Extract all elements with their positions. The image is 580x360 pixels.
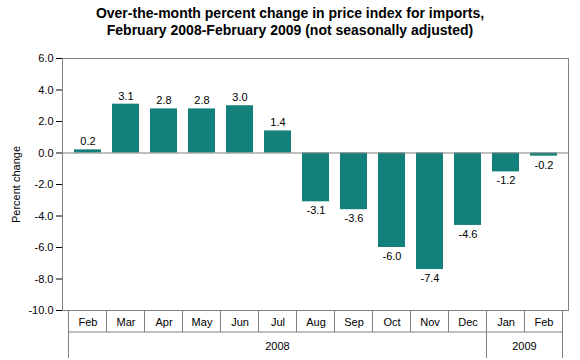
svg-text:Jun: Jun — [231, 316, 249, 328]
svg-text:Aug: Aug — [306, 316, 326, 328]
svg-text:Feb: Feb — [535, 316, 554, 328]
svg-text:-3.1: -3.1 — [307, 204, 326, 216]
svg-text:6.0: 6.0 — [38, 52, 53, 64]
svg-text:-0.2: -0.2 — [535, 159, 554, 171]
svg-text:2.8: 2.8 — [194, 94, 209, 106]
svg-text:Jan: Jan — [497, 316, 515, 328]
svg-text:-4.6: -4.6 — [459, 228, 478, 240]
svg-text:-6.0: -6.0 — [35, 241, 54, 253]
svg-text:0.0: 0.0 — [38, 147, 53, 159]
svg-text:Dec: Dec — [458, 316, 478, 328]
svg-text:1.4: 1.4 — [270, 116, 285, 128]
svg-text:May: May — [192, 316, 213, 328]
svg-text:3.1: 3.1 — [118, 90, 133, 102]
svg-text:3.0: 3.0 — [232, 91, 247, 103]
svg-text:2.0: 2.0 — [38, 115, 53, 127]
svg-text:Nov: Nov — [420, 316, 440, 328]
svg-text:Oct: Oct — [383, 316, 400, 328]
svg-text:2009: 2009 — [512, 340, 536, 352]
svg-text:2.8: 2.8 — [156, 94, 171, 106]
svg-text:-7.4: -7.4 — [421, 272, 440, 284]
svg-text:2008: 2008 — [265, 340, 289, 352]
svg-text:4.0: 4.0 — [38, 84, 53, 96]
svg-text:-4.0: -4.0 — [35, 210, 54, 222]
svg-text:-2.0: -2.0 — [35, 178, 54, 190]
svg-text:0.2: 0.2 — [80, 135, 95, 147]
svg-text:-8.0: -8.0 — [35, 273, 54, 285]
svg-text:Sep: Sep — [344, 316, 364, 328]
svg-text:-6.0: -6.0 — [383, 250, 402, 262]
svg-text:Percent change: Percent change — [10, 146, 22, 223]
svg-text:-1.2: -1.2 — [497, 174, 516, 186]
svg-text:Mar: Mar — [117, 316, 136, 328]
svg-text:Feb: Feb — [79, 316, 98, 328]
svg-text:Jul: Jul — [271, 316, 285, 328]
html-text:Over-the-month percent change: Over-the-month percent change in price i… — [95, 5, 485, 38]
svg-text:-10.0: -10.0 — [28, 304, 53, 316]
svg-text:-3.6: -3.6 — [345, 212, 364, 224]
svg-text:Apr: Apr — [155, 316, 172, 328]
